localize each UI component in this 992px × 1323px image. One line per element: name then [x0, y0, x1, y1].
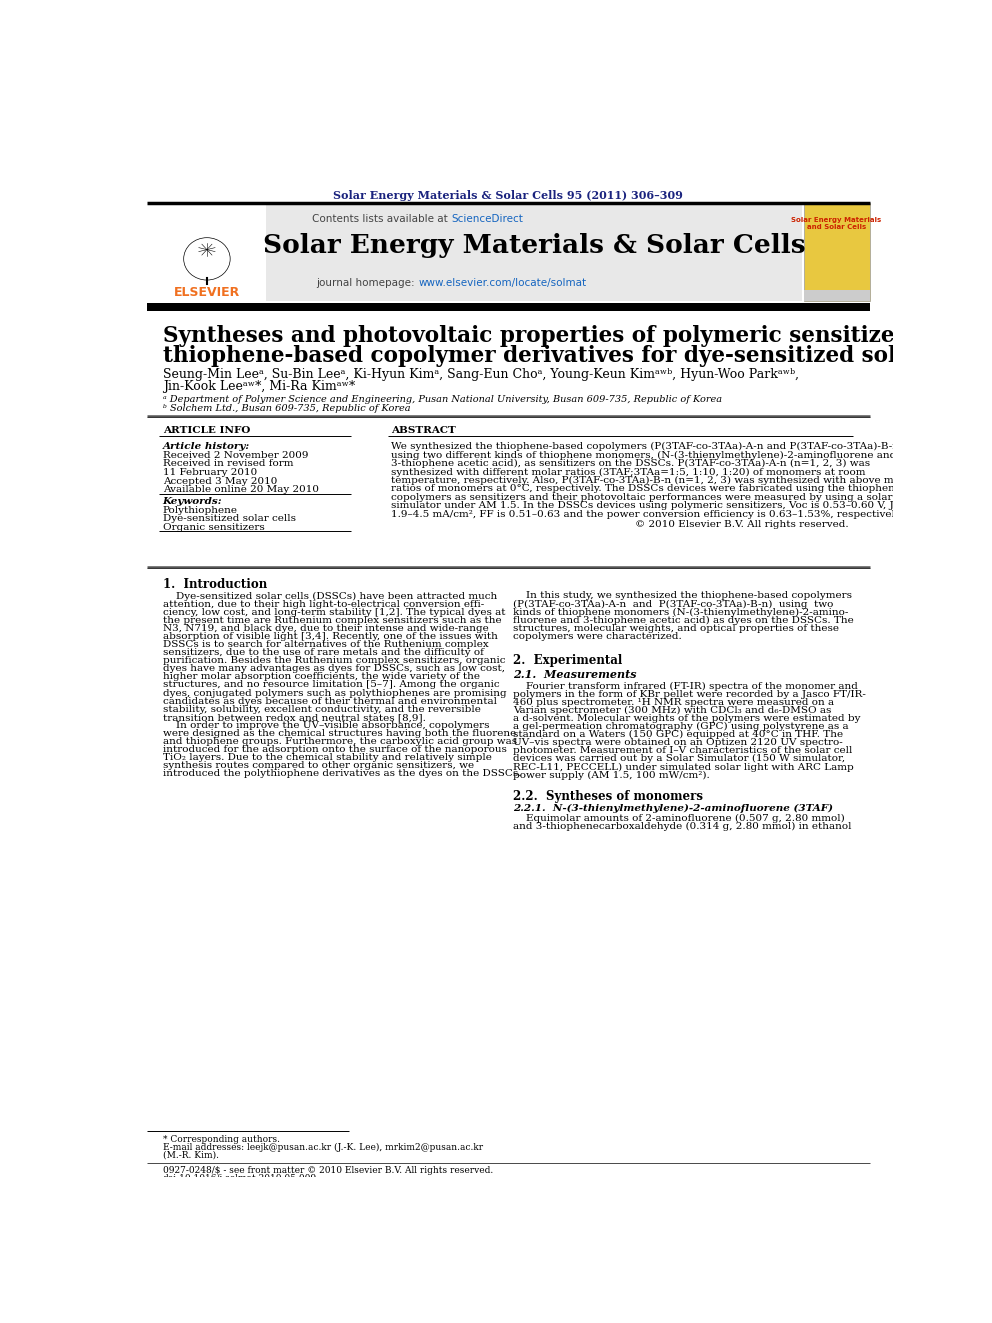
Text: REC-L11, PECCELL) under simulated solar light with ARC Lamp: REC-L11, PECCELL) under simulated solar … [513, 762, 854, 771]
Text: E-mail addresses: leejk@pusan.ac.kr (J.-K. Lee), mrkim2@pusan.ac.kr: E-mail addresses: leejk@pusan.ac.kr (J.-… [163, 1143, 483, 1152]
Text: Jin-Kook Leeᵃʷ*, Mi-Ra Kimᵃʷ*: Jin-Kook Leeᵃʷ*, Mi-Ra Kimᵃʷ* [163, 380, 355, 393]
Text: synthesis routes compared to other organic sensitizers, we: synthesis routes compared to other organ… [163, 761, 474, 770]
Text: * Corresponding authors.: * Corresponding authors. [163, 1135, 280, 1144]
Text: temperature, respectively. Also, P(3TAF-co-3TAa)-B-n (n=1, 2, 3) was synthesized: temperature, respectively. Also, P(3TAF-… [392, 476, 915, 486]
Text: simulator under AM 1.5. In the DSSCs devices using polymeric sensitizers, Voc is: simulator under AM 1.5. In the DSSCs dev… [392, 501, 918, 511]
Text: and thiophene groups. Furthermore, the carboxylic acid group was: and thiophene groups. Furthermore, the c… [163, 737, 517, 746]
Text: Dye-sensitized solar cells: Dye-sensitized solar cells [163, 515, 296, 523]
Text: 0927-0248/$ - see front matter © 2010 Elsevier B.V. All rights reserved.: 0927-0248/$ - see front matter © 2010 El… [163, 1166, 493, 1175]
Text: a gel-permeation chromatography (GPC) using polystyrene as a: a gel-permeation chromatography (GPC) us… [513, 722, 849, 732]
Bar [147, 303, 870, 311]
Text: transition between redox and neutral states [8,9].: transition between redox and neutral sta… [163, 713, 426, 722]
Text: Available online 20 May 2010: Available online 20 May 2010 [163, 486, 318, 495]
Text: 2.2.1.  N-(3-thienylmethylene)-2-aminofluorene (3TAF): 2.2.1. N-(3-thienylmethylene)-2-aminoflu… [513, 804, 833, 814]
Bar [147, 204, 264, 302]
Text: (M.-R. Kim).: (M.-R. Kim). [163, 1151, 219, 1159]
Text: 2.1.  Measurements: 2.1. Measurements [513, 669, 637, 680]
Text: journal homepage:: journal homepage: [316, 278, 419, 288]
Text: Solar Energy Materials & Solar Cells 95 (2011) 306–309: Solar Energy Materials & Solar Cells 95 … [333, 189, 683, 201]
Text: Solar Energy Materials
and Solar Cells: Solar Energy Materials and Solar Cells [791, 217, 881, 229]
Text: Received in revised form: Received in revised form [163, 459, 294, 468]
Text: using two different kinds of thiophene monomers, (N-(3-thienylmethylene)-2-amino: using two different kinds of thiophene m… [392, 451, 897, 459]
Text: Varian spectrometer (300 MHz) with CDCl₃ and d₆-DMSO as: Varian spectrometer (300 MHz) with CDCl₃… [513, 706, 831, 714]
Bar [266, 204, 803, 302]
Text: In this study, we synthesized the thiophene-based copolymers: In this study, we synthesized the thioph… [513, 591, 852, 601]
Text: copolymers as sensitizers and their photovoltaic performances were measured by u: copolymers as sensitizers and their phot… [392, 493, 893, 501]
Text: (P(3TAF-co-3TAa)-A-n  and  P(3TAF-co-3TAa)-B-n)  using  two: (P(3TAF-co-3TAa)-A-n and P(3TAF-co-3TAa)… [513, 599, 833, 609]
Text: Fourier transform infrared (FT-IR) spectra of the monomer and: Fourier transform infrared (FT-IR) spect… [513, 681, 858, 691]
Text: candidates as dyes because of their thermal and environmental: candidates as dyes because of their ther… [163, 697, 497, 705]
Text: Syntheses and photovoltaic properties of polymeric sensitizers using: Syntheses and photovoltaic properties of… [163, 325, 992, 347]
Text: devices was carried out by a Solar Simulator (150 W simulator,: devices was carried out by a Solar Simul… [513, 754, 845, 763]
Text: higher molar absorption coefficients, the wide variety of the: higher molar absorption coefficients, th… [163, 672, 480, 681]
Text: synthesized with different molar ratios (3TAF;3TAa=1:5, 1:10, 1:20) of monomers : synthesized with different molar ratios … [392, 467, 866, 476]
Text: Polythiophene: Polythiophene [163, 505, 238, 515]
Text: stability, solubility, excellent conductivity, and the reversible: stability, solubility, excellent conduct… [163, 705, 481, 713]
Text: doi:10.1016/j.solmat.2010.05.009: doi:10.1016/j.solmat.2010.05.009 [163, 1174, 316, 1183]
Text: ScienceDirect: ScienceDirect [451, 214, 523, 224]
Text: 460 plus spectrometer. ¹H NMR spectra were measured on a: 460 plus spectrometer. ¹H NMR spectra we… [513, 697, 834, 706]
Text: ᵃ Department of Polymer Science and Engineering, Pusan National University, Busa: ᵃ Department of Polymer Science and Engi… [163, 396, 722, 404]
Text: ELSEVIER: ELSEVIER [174, 286, 240, 299]
Text: www.elsevier.com/locate/solmat: www.elsevier.com/locate/solmat [419, 278, 586, 288]
Text: ciency, low cost, and long-term stability [1,2]. The typical dyes at: ciency, low cost, and long-term stabilit… [163, 607, 505, 617]
Text: copolymers were characterized.: copolymers were characterized. [513, 632, 682, 640]
Text: ABSTRACT: ABSTRACT [392, 426, 456, 435]
Text: Dye-sensitized solar cells (DSSCs) have been attracted much: Dye-sensitized solar cells (DSSCs) have … [163, 591, 497, 601]
Text: polymers in the form of KBr pellet were recorded by a Jasco FT/IR-: polymers in the form of KBr pellet were … [513, 689, 866, 699]
Text: were designed as the chemical structures having both the fluorene: were designed as the chemical structures… [163, 729, 516, 738]
Text: Seung-Min Leeᵃ, Su-Bin Leeᵃ, Ki-Hyun Kimᵃ, Sang-Eun Choᵃ, Young-Keun Kimᵃʷᵇ, Hyu: Seung-Min Leeᵃ, Su-Bin Leeᵃ, Ki-Hyun Kim… [163, 368, 799, 381]
Text: ratios of monomers at 0°C, respectively. The DSSCs devices were fabricated using: ratios of monomers at 0°C, respectively.… [392, 484, 935, 493]
Text: introduced for the adsorption onto the surface of the nanoporous: introduced for the adsorption onto the s… [163, 745, 507, 754]
Text: Received 2 November 2009: Received 2 November 2009 [163, 451, 309, 460]
Text: sensitizers, due to the use of rare metals and the difficulty of: sensitizers, due to the use of rare meta… [163, 648, 484, 658]
Text: structures, and no resource limitation [5–7]. Among the organic: structures, and no resource limitation [… [163, 680, 499, 689]
Text: standard on a Waters (150 GPC) equipped at 40°C in THF. The: standard on a Waters (150 GPC) equipped … [513, 730, 843, 740]
Text: TiO₂ layers. Due to the chemical stability and relatively simple: TiO₂ layers. Due to the chemical stabili… [163, 753, 492, 762]
Text: 2.  Experimental: 2. Experimental [513, 654, 622, 667]
Text: attention, due to their high light-to-electrical conversion effi-: attention, due to their high light-to-el… [163, 599, 484, 609]
Text: kinds of thiophene monomers (N-(3-thienylmethylene)-2-amino-: kinds of thiophene monomers (N-(3-thieny… [513, 607, 848, 617]
Text: DSSCs is to search for alternatives of the Ruthenium complex: DSSCs is to search for alternatives of t… [163, 640, 488, 650]
Text: Equimolar amounts of 2-aminofluorene (0.507 g, 2.80 mmol): Equimolar amounts of 2-aminofluorene (0.… [513, 814, 845, 823]
Text: 11 February 2010: 11 February 2010 [163, 468, 257, 478]
Text: N3, N719, and black dye, due to their intense and wide-range: N3, N719, and black dye, due to their in… [163, 624, 488, 632]
Text: ARTICLE INFO: ARTICLE INFO [163, 426, 250, 435]
Text: UV–vis spectra were obtained on an Optizen 2120 UV spectro-: UV–vis spectra were obtained on an Optiz… [513, 738, 843, 747]
Text: Accepted 3 May 2010: Accepted 3 May 2010 [163, 476, 277, 486]
Text: introduced the polythiophene derivatives as the dyes on the DSSCs.: introduced the polythiophene derivatives… [163, 770, 521, 778]
Text: dyes have many advantages as dyes for DSSCs, such as low cost,: dyes have many advantages as dyes for DS… [163, 664, 505, 673]
Text: Organic sensitizers: Organic sensitizers [163, 523, 265, 532]
Text: power supply (AM 1.5, 100 mW/cm²).: power supply (AM 1.5, 100 mW/cm²). [513, 770, 710, 779]
Text: purification. Besides the Ruthenium complex sensitizers, organic: purification. Besides the Ruthenium comp… [163, 656, 505, 665]
Text: Article history:: Article history: [163, 442, 250, 451]
Text: fluorene and 3-thiophene acetic acid) as dyes on the DSSCs. The: fluorene and 3-thiophene acetic acid) as… [513, 615, 854, 624]
Text: © 2010 Elsevier B.V. All rights reserved.: © 2010 Elsevier B.V. All rights reserved… [635, 520, 848, 529]
Text: ᵇ Solchem Ltd., Busan 609-735, Republic of Korea: ᵇ Solchem Ltd., Busan 609-735, Republic … [163, 405, 411, 413]
Text: 1.9–4.5 mA/cm², FF is 0.51–0.63 and the power conversion efficiency is 0.63–1.53: 1.9–4.5 mA/cm², FF is 0.51–0.63 and the … [392, 509, 903, 519]
Text: Contents lists available at: Contents lists available at [312, 214, 451, 224]
Text: structures, molecular weights, and optical properties of these: structures, molecular weights, and optic… [513, 624, 839, 632]
Text: and 3-thiophenecarboxaldehyde (0.314 g, 2.80 mmol) in ethanol: and 3-thiophenecarboxaldehyde (0.314 g, … [513, 822, 851, 831]
Text: the present time are Ruthenium complex sensitizers such as the: the present time are Ruthenium complex s… [163, 615, 501, 624]
Text: Solar Energy Materials & Solar Cells: Solar Energy Materials & Solar Cells [263, 233, 806, 258]
Text: photometer. Measurement of I–V characteristics of the solar cell: photometer. Measurement of I–V character… [513, 746, 852, 755]
Bar [804, 204, 870, 302]
Text: Keywords:: Keywords: [163, 497, 222, 505]
Text: a d-solvent. Molecular weights of the polymers were estimated by: a d-solvent. Molecular weights of the po… [513, 714, 860, 722]
Text: absorption of visible light [3,4]. Recently, one of the issues with: absorption of visible light [3,4]. Recen… [163, 632, 498, 640]
Bar [804, 290, 870, 302]
Text: thiophene-based copolymer derivatives for dye-sensitized solar cells: thiophene-based copolymer derivatives fo… [163, 345, 984, 366]
Text: 2.2.  Syntheses of monomers: 2.2. Syntheses of monomers [513, 790, 703, 803]
Text: dyes, conjugated polymers such as polythiophenes are promising: dyes, conjugated polymers such as polyth… [163, 688, 506, 697]
Text: In order to improve the UV–visible absorbance, copolymers: In order to improve the UV–visible absor… [163, 721, 489, 730]
Text: We synthesized the thiophene-based copolymers (P(3TAF-co-3TAa)-A-n and P(3TAF-co: We synthesized the thiophene-based copol… [392, 442, 904, 451]
Text: 1.  Introduction: 1. Introduction [163, 578, 267, 590]
Text: 3-thiophene acetic acid), as sensitizers on the DSSCs. P(3TAF-co-3TAa)-A-n (n=1,: 3-thiophene acetic acid), as sensitizers… [392, 459, 871, 468]
